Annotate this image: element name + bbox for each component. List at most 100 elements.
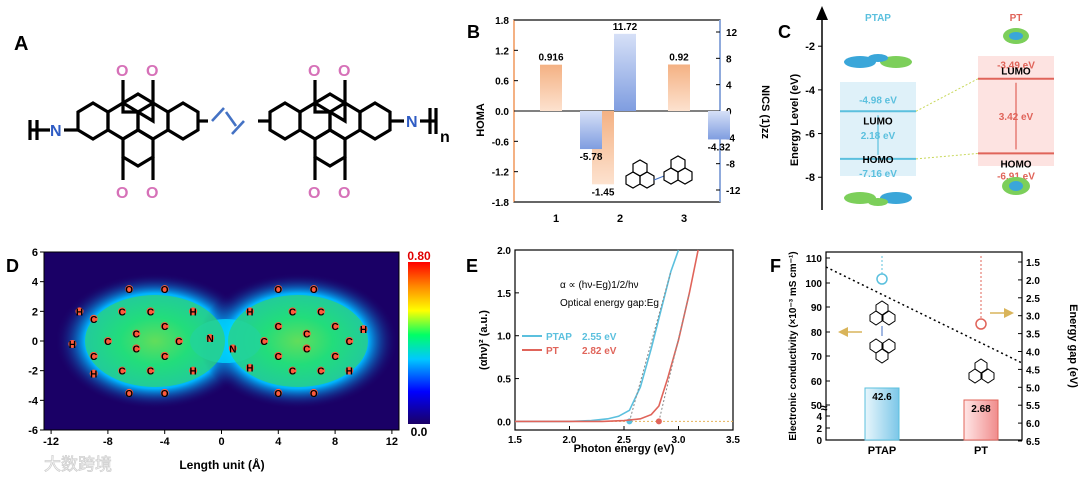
- f-right-tick-label: 2.0: [1026, 276, 1040, 287]
- panel-c-axis-arrow: [816, 6, 828, 20]
- ptap-lumo-label: LUMO: [863, 116, 893, 127]
- d-atom-label: C: [260, 337, 267, 348]
- d-x-tick-label: 4: [275, 436, 282, 448]
- d-atom-label: O: [125, 285, 133, 296]
- panel-c: C -2 -4 -6 -8 Energy Level (eV) PTAP PT -4.…: [778, 6, 1054, 210]
- b-bar-value-label: -5.78: [580, 152, 603, 163]
- d-atom-site: [160, 388, 169, 397]
- panel-f-frame: [825, 251, 1023, 441]
- f-axis-break: ≈: [821, 401, 828, 415]
- atom-o-3: O: [116, 185, 128, 202]
- d-atom-label: C: [289, 307, 296, 318]
- d-atom-label: O: [161, 285, 169, 296]
- b-bar-value-label: 11.72: [613, 22, 638, 33]
- d-atom-site: [302, 344, 311, 353]
- f-right-tick-label: 5.0: [1026, 383, 1040, 394]
- d-atom-label: C: [104, 337, 111, 348]
- d-atom-site: [274, 351, 283, 360]
- d-y-tick-label: 4: [32, 277, 39, 289]
- d-atom-site: [125, 388, 134, 397]
- atom-o-7: O: [308, 185, 320, 202]
- panel-e-letter: E: [466, 256, 478, 276]
- b-left-tick-label: 1.8: [495, 16, 509, 27]
- f-pt-molecule: [968, 358, 995, 384]
- e-x-tick-label: 3.0: [672, 435, 686, 446]
- panel-b-ylabel-left: HOMA: [475, 103, 487, 137]
- f-right-tick-label: 4.0: [1026, 348, 1040, 359]
- f-x-tick-label: PT: [974, 445, 988, 457]
- f-left-tick-label: 50: [811, 401, 823, 412]
- atom-n-left: N: [50, 123, 62, 140]
- right-axis-arrow: [1004, 308, 1014, 318]
- panel-e: E 1.5 2.0 2.5 3.0 3.5 2.0 1.5 1.0 0.5 0.0 Photon …: [466, 246, 740, 455]
- lumo-connector: [915, 78, 979, 112]
- d-atom-label: C: [90, 352, 97, 363]
- d-atom-site: [103, 337, 112, 345]
- d-y-tick-label: 6: [32, 247, 38, 259]
- d-atom-site: [89, 351, 98, 360]
- d-atom-site: [189, 307, 198, 316]
- atom-o-5: O: [308, 63, 320, 80]
- b-bar-value-label: -1.45: [592, 187, 615, 198]
- d-atom-label: C: [133, 344, 140, 355]
- e-series-pt: [515, 249, 699, 423]
- pt-lumo-label-text: LUMO: [1001, 67, 1031, 78]
- d-atom-site: [146, 366, 155, 375]
- atom-o-8: O: [338, 185, 350, 202]
- d-atom-label: H: [346, 367, 353, 378]
- d-atom-site: [245, 307, 254, 316]
- d-atom-label: H: [246, 364, 253, 375]
- d-atom-site: [89, 369, 98, 378]
- panel-b-letter: B: [467, 22, 480, 42]
- d-atom-site: [309, 285, 318, 294]
- d-atom-site: [118, 307, 127, 316]
- f-left-tick-label: 80: [811, 328, 823, 339]
- d-x-tick-label: 8: [332, 436, 338, 448]
- pt-homo-label: HOMO: [1000, 159, 1031, 170]
- pt-gap-marker: [975, 318, 987, 330]
- d-y-tick-label: -4: [28, 395, 39, 407]
- f-bar-ptap: [864, 387, 900, 441]
- d-atom-label: O: [274, 389, 282, 400]
- d-atom-label: H: [246, 307, 253, 318]
- d-atom-site: [245, 363, 254, 372]
- d-atom-site: [75, 307, 84, 316]
- f-ptap-molecule: [869, 300, 896, 364]
- atom-o-2: O: [146, 63, 158, 80]
- e-y-tick-label: 1.0: [497, 332, 511, 343]
- f-left-tick-label: 90: [811, 303, 823, 314]
- b-left-tick-label: 1.2: [495, 46, 509, 57]
- e-y-tick-label: 2.0: [497, 246, 511, 257]
- orbital-pt-homo: [1002, 177, 1030, 195]
- b-x-tick-label: 3: [681, 213, 687, 225]
- panel-e-ylabel: (αhν)² (a.u.): [478, 310, 490, 370]
- d-atom-site: [260, 337, 269, 345]
- d-atom-site: [274, 388, 283, 397]
- ptap-homo-label: HOMO: [862, 155, 893, 166]
- d-atom-site: [228, 344, 237, 353]
- ptap-homo-value: -7.16 eV: [859, 169, 897, 180]
- d-atom-label: C: [147, 307, 154, 318]
- d-atom-site: [160, 351, 169, 360]
- colorbar: [408, 262, 430, 424]
- d-atom-label: C: [289, 367, 296, 378]
- azo-bridge: [211, 107, 245, 135]
- d-atom-site: [345, 337, 354, 345]
- d-x-tick-label: 12: [386, 436, 398, 448]
- d-atom-label: O: [125, 389, 133, 400]
- panel-e-xlabel: Photon energy (eV): [574, 443, 675, 455]
- b-right-tick-label: 4: [726, 81, 732, 92]
- atom-o-1: O: [116, 63, 128, 80]
- atom-n-right: N: [406, 114, 418, 131]
- d-atom-label: C: [147, 367, 154, 378]
- d-atom-site: [302, 329, 311, 338]
- d-atom-label: H: [90, 370, 97, 381]
- f-bar-value-label: 42.6: [872, 392, 892, 403]
- b-right-tick-label: 8: [726, 54, 732, 65]
- b-bar-value-label: 0.916: [538, 53, 563, 64]
- d-atom-site: [331, 322, 340, 331]
- panel-c-letter: C: [778, 22, 791, 42]
- f-x-tick-label: PTAP: [868, 445, 897, 457]
- d-atom-label: C: [133, 330, 140, 341]
